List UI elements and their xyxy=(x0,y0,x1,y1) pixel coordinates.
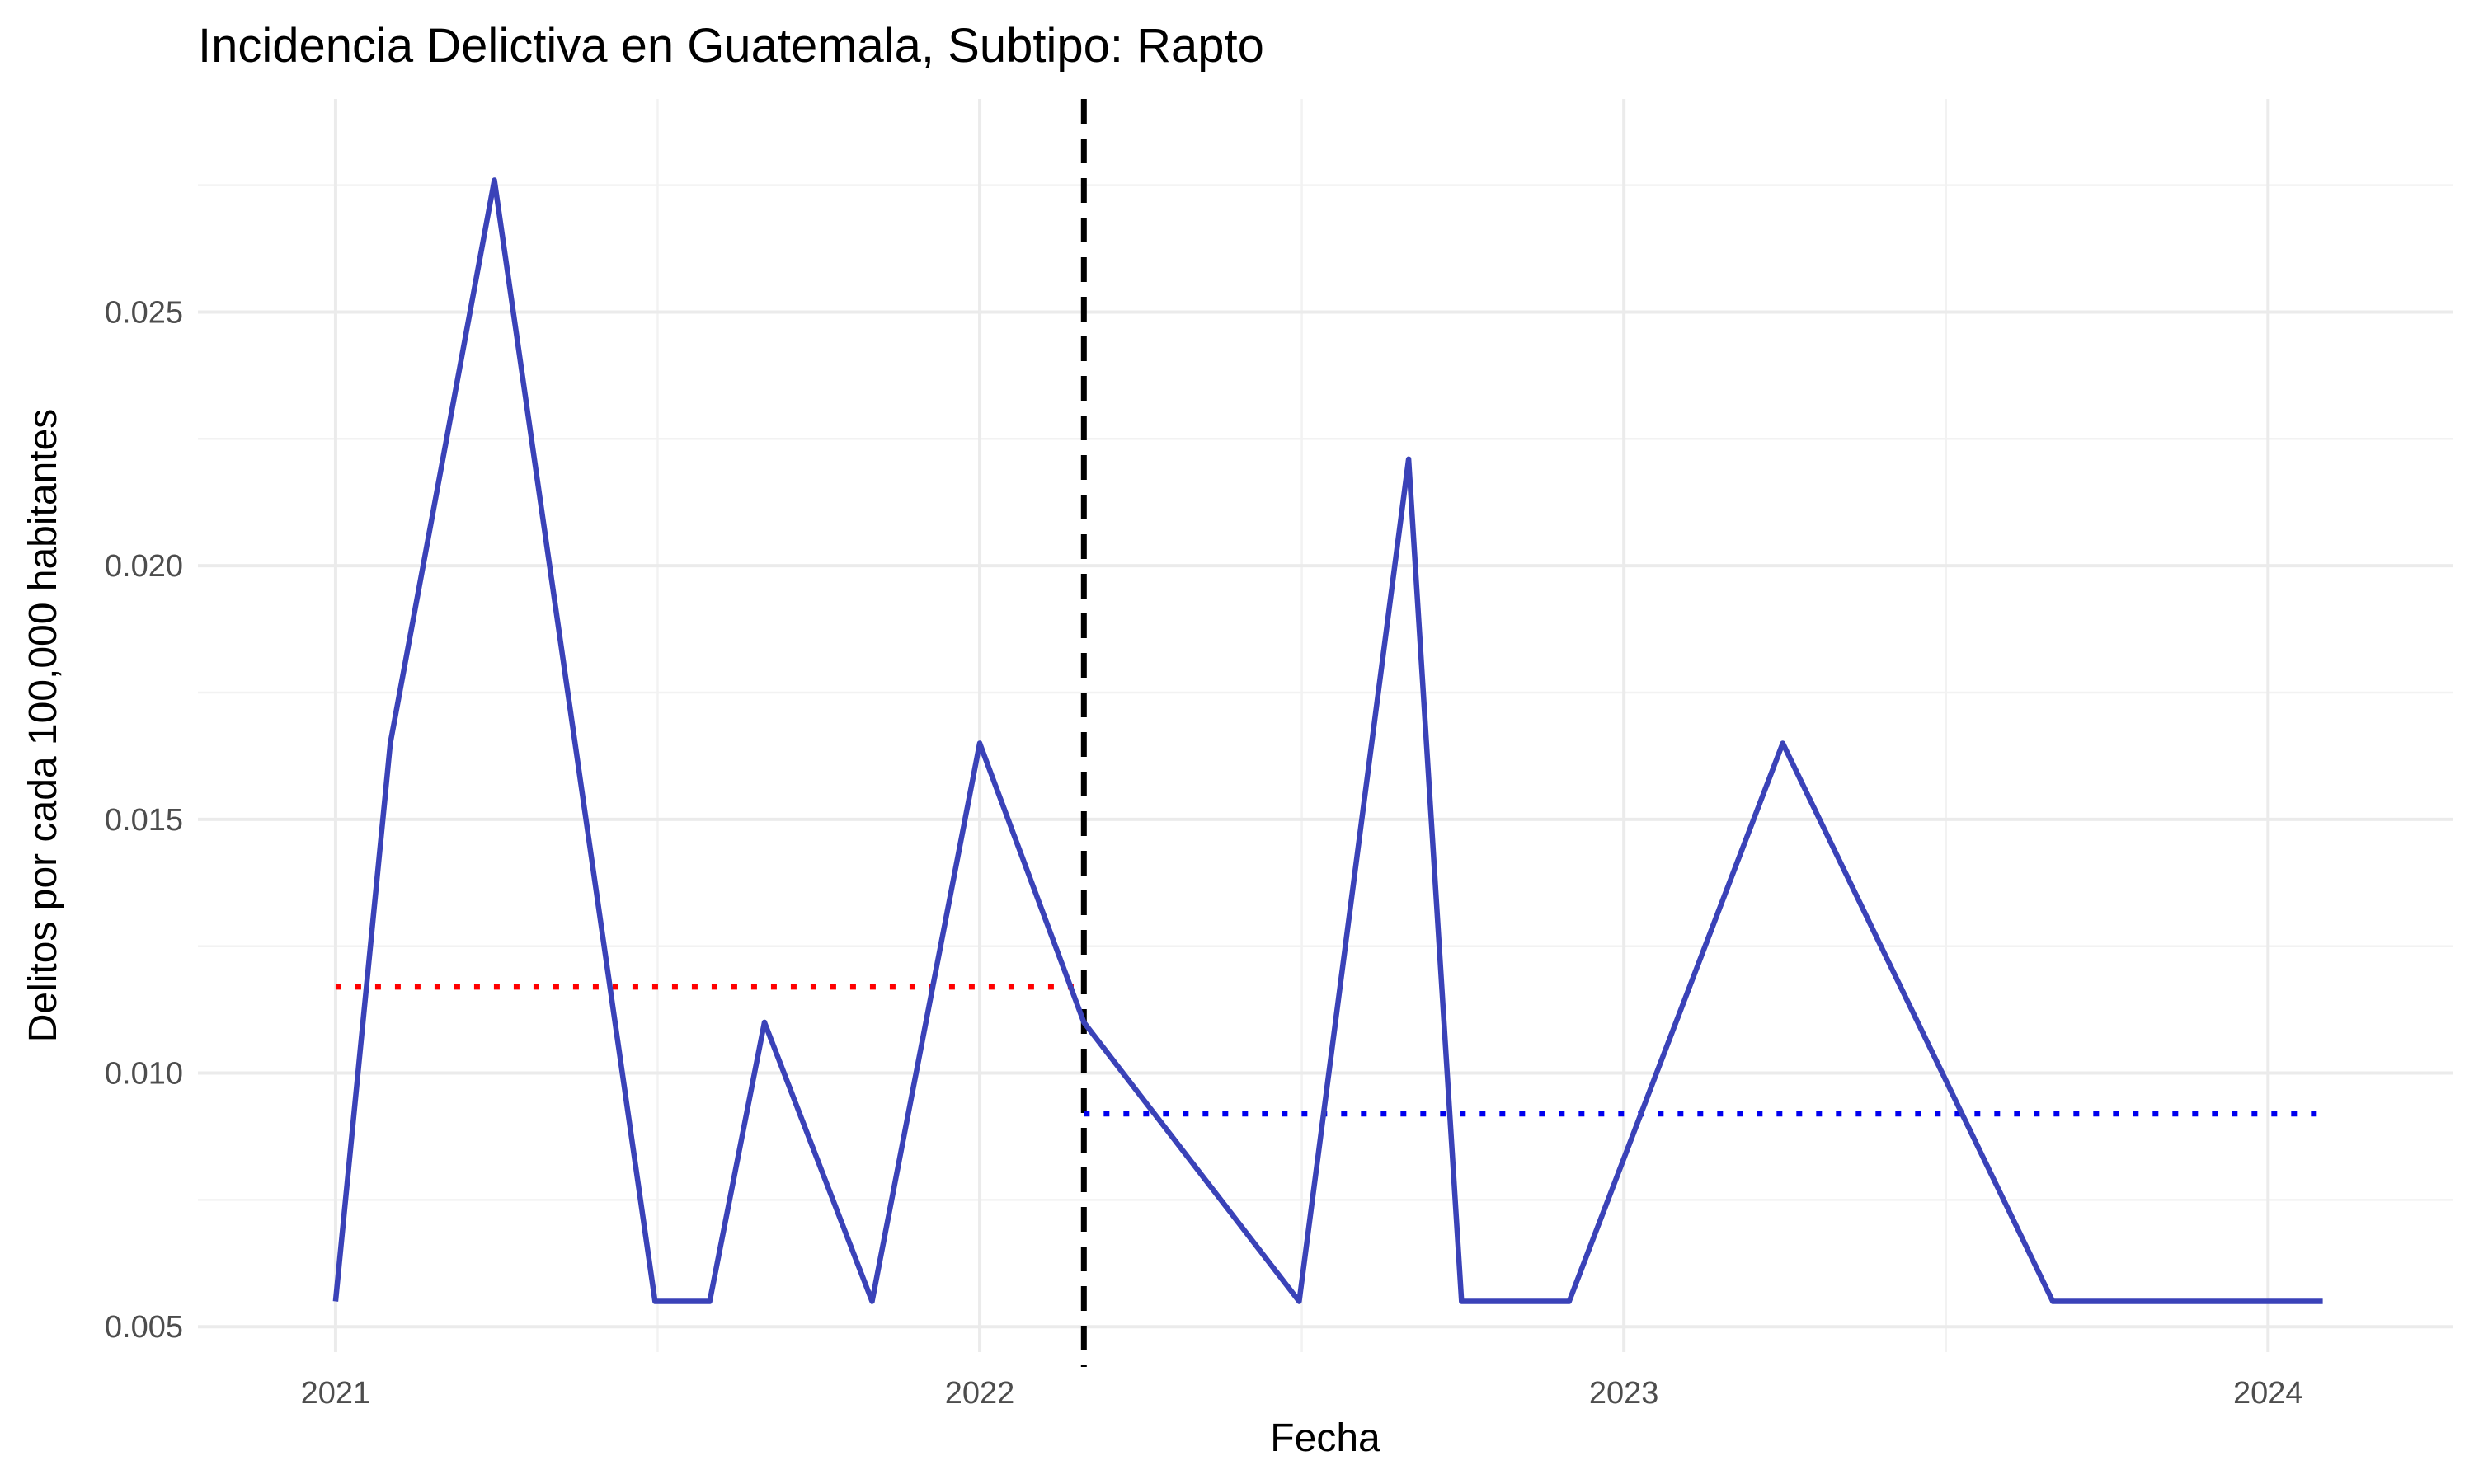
x-tick-label: 2021 xyxy=(301,1376,371,1411)
series-lines xyxy=(332,177,2323,1304)
x-tick-label: 2023 xyxy=(1589,1376,1659,1411)
reference-lines xyxy=(335,99,2323,1367)
x-tick-label: 2022 xyxy=(945,1376,1015,1411)
y-tick-label: 0.005 xyxy=(105,1310,183,1345)
x-axis-ticks: 2021 2022 2023 2024 xyxy=(301,1376,2303,1411)
y-axis-label: Delitos por cada 100,000 habitantes xyxy=(21,409,65,1043)
y-tick-label: 0.010 xyxy=(105,1057,183,1092)
major-gridlines xyxy=(198,99,2453,1352)
y-axis-ticks: 0.005 0.010 0.015 0.020 0.025 xyxy=(105,295,183,1345)
series-line xyxy=(332,177,2323,1304)
x-axis-label: Fecha xyxy=(1270,1416,1380,1460)
y-tick-label: 0.025 xyxy=(105,295,183,330)
minor-gridlines xyxy=(198,99,2453,1352)
y-tick-label: 0.015 xyxy=(105,803,183,838)
chart-title: Incidencia Delictiva en Guatemala, Subti… xyxy=(198,19,1264,73)
y-tick-label: 0.020 xyxy=(105,549,183,584)
x-tick-label: 2024 xyxy=(2233,1376,2303,1411)
